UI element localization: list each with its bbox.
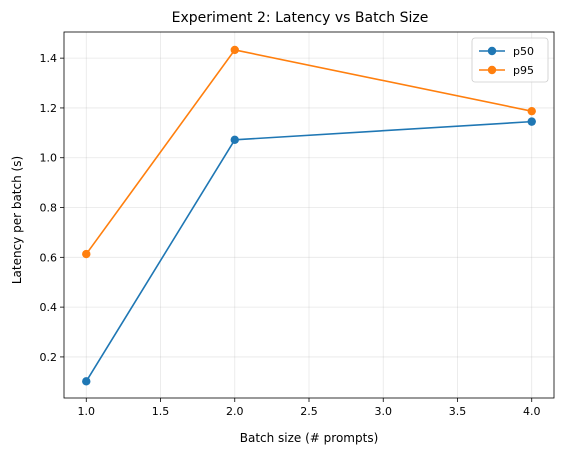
x-axis-label: Batch size (# prompts) [240, 431, 379, 445]
x-tick-label: 4.0 [523, 405, 541, 418]
legend-marker [487, 65, 497, 75]
y-tick-label: 0.8 [40, 202, 58, 215]
legend-label: p95 [513, 64, 534, 77]
x-tick-label: 2.5 [300, 405, 318, 418]
y-tick-label: 0.2 [40, 351, 58, 364]
legend-item-p95: p95 [479, 64, 534, 77]
y-axis-ticks: 0.2 0.4 0.6 0.8 1.0 1.2 1.4 [40, 52, 64, 364]
legend-label: p50 [513, 45, 534, 58]
x-tick-label: 2.0 [226, 405, 244, 418]
grid [64, 32, 554, 398]
y-tick-label: 1.4 [40, 52, 58, 65]
y-tick-label: 1.0 [40, 152, 58, 165]
legend-marker [487, 46, 497, 56]
x-axis-ticks: 1.0 1.5 2.0 2.5 3.0 3.5 4.0 [78, 398, 541, 418]
data-point-p95 [230, 45, 239, 55]
y-axis-label: Latency per batch (s) [10, 156, 24, 284]
x-tick-label: 3.0 [374, 405, 392, 418]
chart-title: Experiment 2: Latency vs Batch Size [172, 10, 429, 26]
data-point-p50 [230, 135, 239, 145]
data-point-p95 [527, 106, 536, 116]
data-point-p50 [82, 377, 91, 386]
x-tick-label: 3.5 [449, 405, 467, 418]
legend-box [471, 37, 549, 83]
series-layer [82, 45, 536, 386]
y-tick-label: 0.6 [40, 251, 58, 264]
legend-item-p50: p50 [479, 45, 534, 58]
series-p50 [82, 117, 536, 386]
x-tick-label: 1.0 [78, 405, 96, 418]
x-tick-label: 1.5 [152, 405, 170, 418]
series-p95 [82, 45, 536, 259]
y-tick-label: 0.4 [40, 301, 58, 314]
data-point-p95 [82, 249, 91, 259]
y-tick-label: 1.2 [40, 102, 58, 115]
data-point-p50 [527, 117, 536, 126]
